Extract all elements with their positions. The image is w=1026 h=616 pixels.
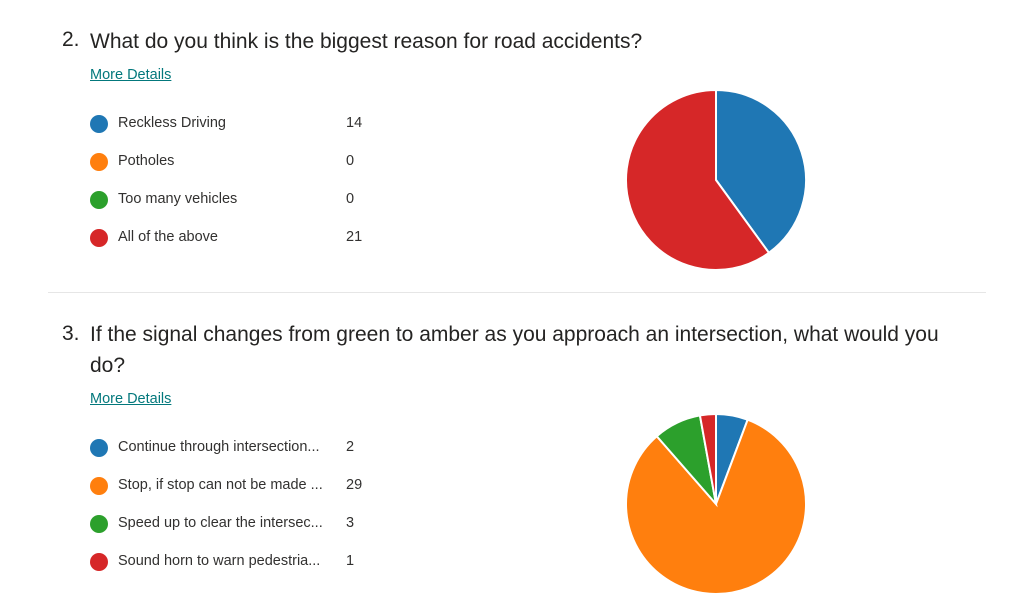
option-label: Too many vehicles — [118, 191, 238, 207]
question-title: What do you think is the biggest reason … — [90, 30, 643, 53]
pie-chart — [625, 412, 807, 595]
option-label: All of the above — [118, 229, 218, 245]
option-count: 2 — [346, 439, 355, 455]
question-number: 3. — [62, 322, 80, 345]
option-label: Sound horn to warn pedestria... — [118, 553, 321, 569]
pie-slice-stop-if-stop-can-not-be-made[interactable] — [625, 418, 807, 595]
option-count: 0 — [346, 153, 355, 169]
legend-item: Continue through intersection... 2 — [90, 436, 390, 460]
pie-slice-all-of-the-above[interactable] — [625, 88, 771, 271]
legend-dot — [90, 115, 108, 133]
legend-dot — [90, 191, 108, 209]
more-details-link[interactable]: More Details — [90, 67, 172, 83]
more-details-link[interactable]: More Details — [90, 391, 172, 407]
option-count: 3 — [346, 515, 355, 531]
legend-dot — [90, 515, 108, 533]
pie-chart — [625, 88, 807, 271]
question-title: If the signal changes from green to ambe… — [90, 323, 939, 377]
legend-item: Reckless Driving 14 — [90, 112, 390, 136]
pie-slice-reckless-driving[interactable] — [715, 88, 807, 255]
legend-dot — [90, 439, 108, 457]
option-label: Stop, if stop can not be made ... — [118, 477, 323, 493]
option-count: 29 — [346, 477, 363, 493]
legend-item: Speed up to clear the intersec... 3 — [90, 512, 390, 536]
option-count: 21 — [346, 229, 363, 245]
option-label: Speed up to clear the intersec... — [118, 515, 323, 531]
question-number: 2. — [62, 28, 80, 51]
legend-dot — [90, 229, 108, 247]
legend-item: Sound horn to warn pedestria... 1 — [90, 550, 390, 574]
option-label: Continue through intersection... — [118, 439, 320, 455]
legend-item: Potholes 0 — [90, 150, 390, 174]
legend-dot — [90, 477, 108, 495]
pie-slice-sound-horn-to-warn-pedestria[interactable] — [698, 412, 717, 505]
legend-item: Too many vehicles 0 — [90, 188, 390, 212]
option-count: 1 — [346, 553, 355, 569]
legend-item: Stop, if stop can not be made ... 29 — [90, 474, 390, 498]
option-label: Reckless Driving — [118, 115, 226, 131]
legend-dot — [90, 153, 108, 171]
legend-dot — [90, 553, 108, 571]
option-count: 0 — [346, 191, 355, 207]
option-label: Potholes — [118, 153, 175, 169]
divider — [48, 292, 986, 293]
option-count: 14 — [346, 115, 363, 131]
legend-item: All of the above 21 — [90, 226, 390, 250]
